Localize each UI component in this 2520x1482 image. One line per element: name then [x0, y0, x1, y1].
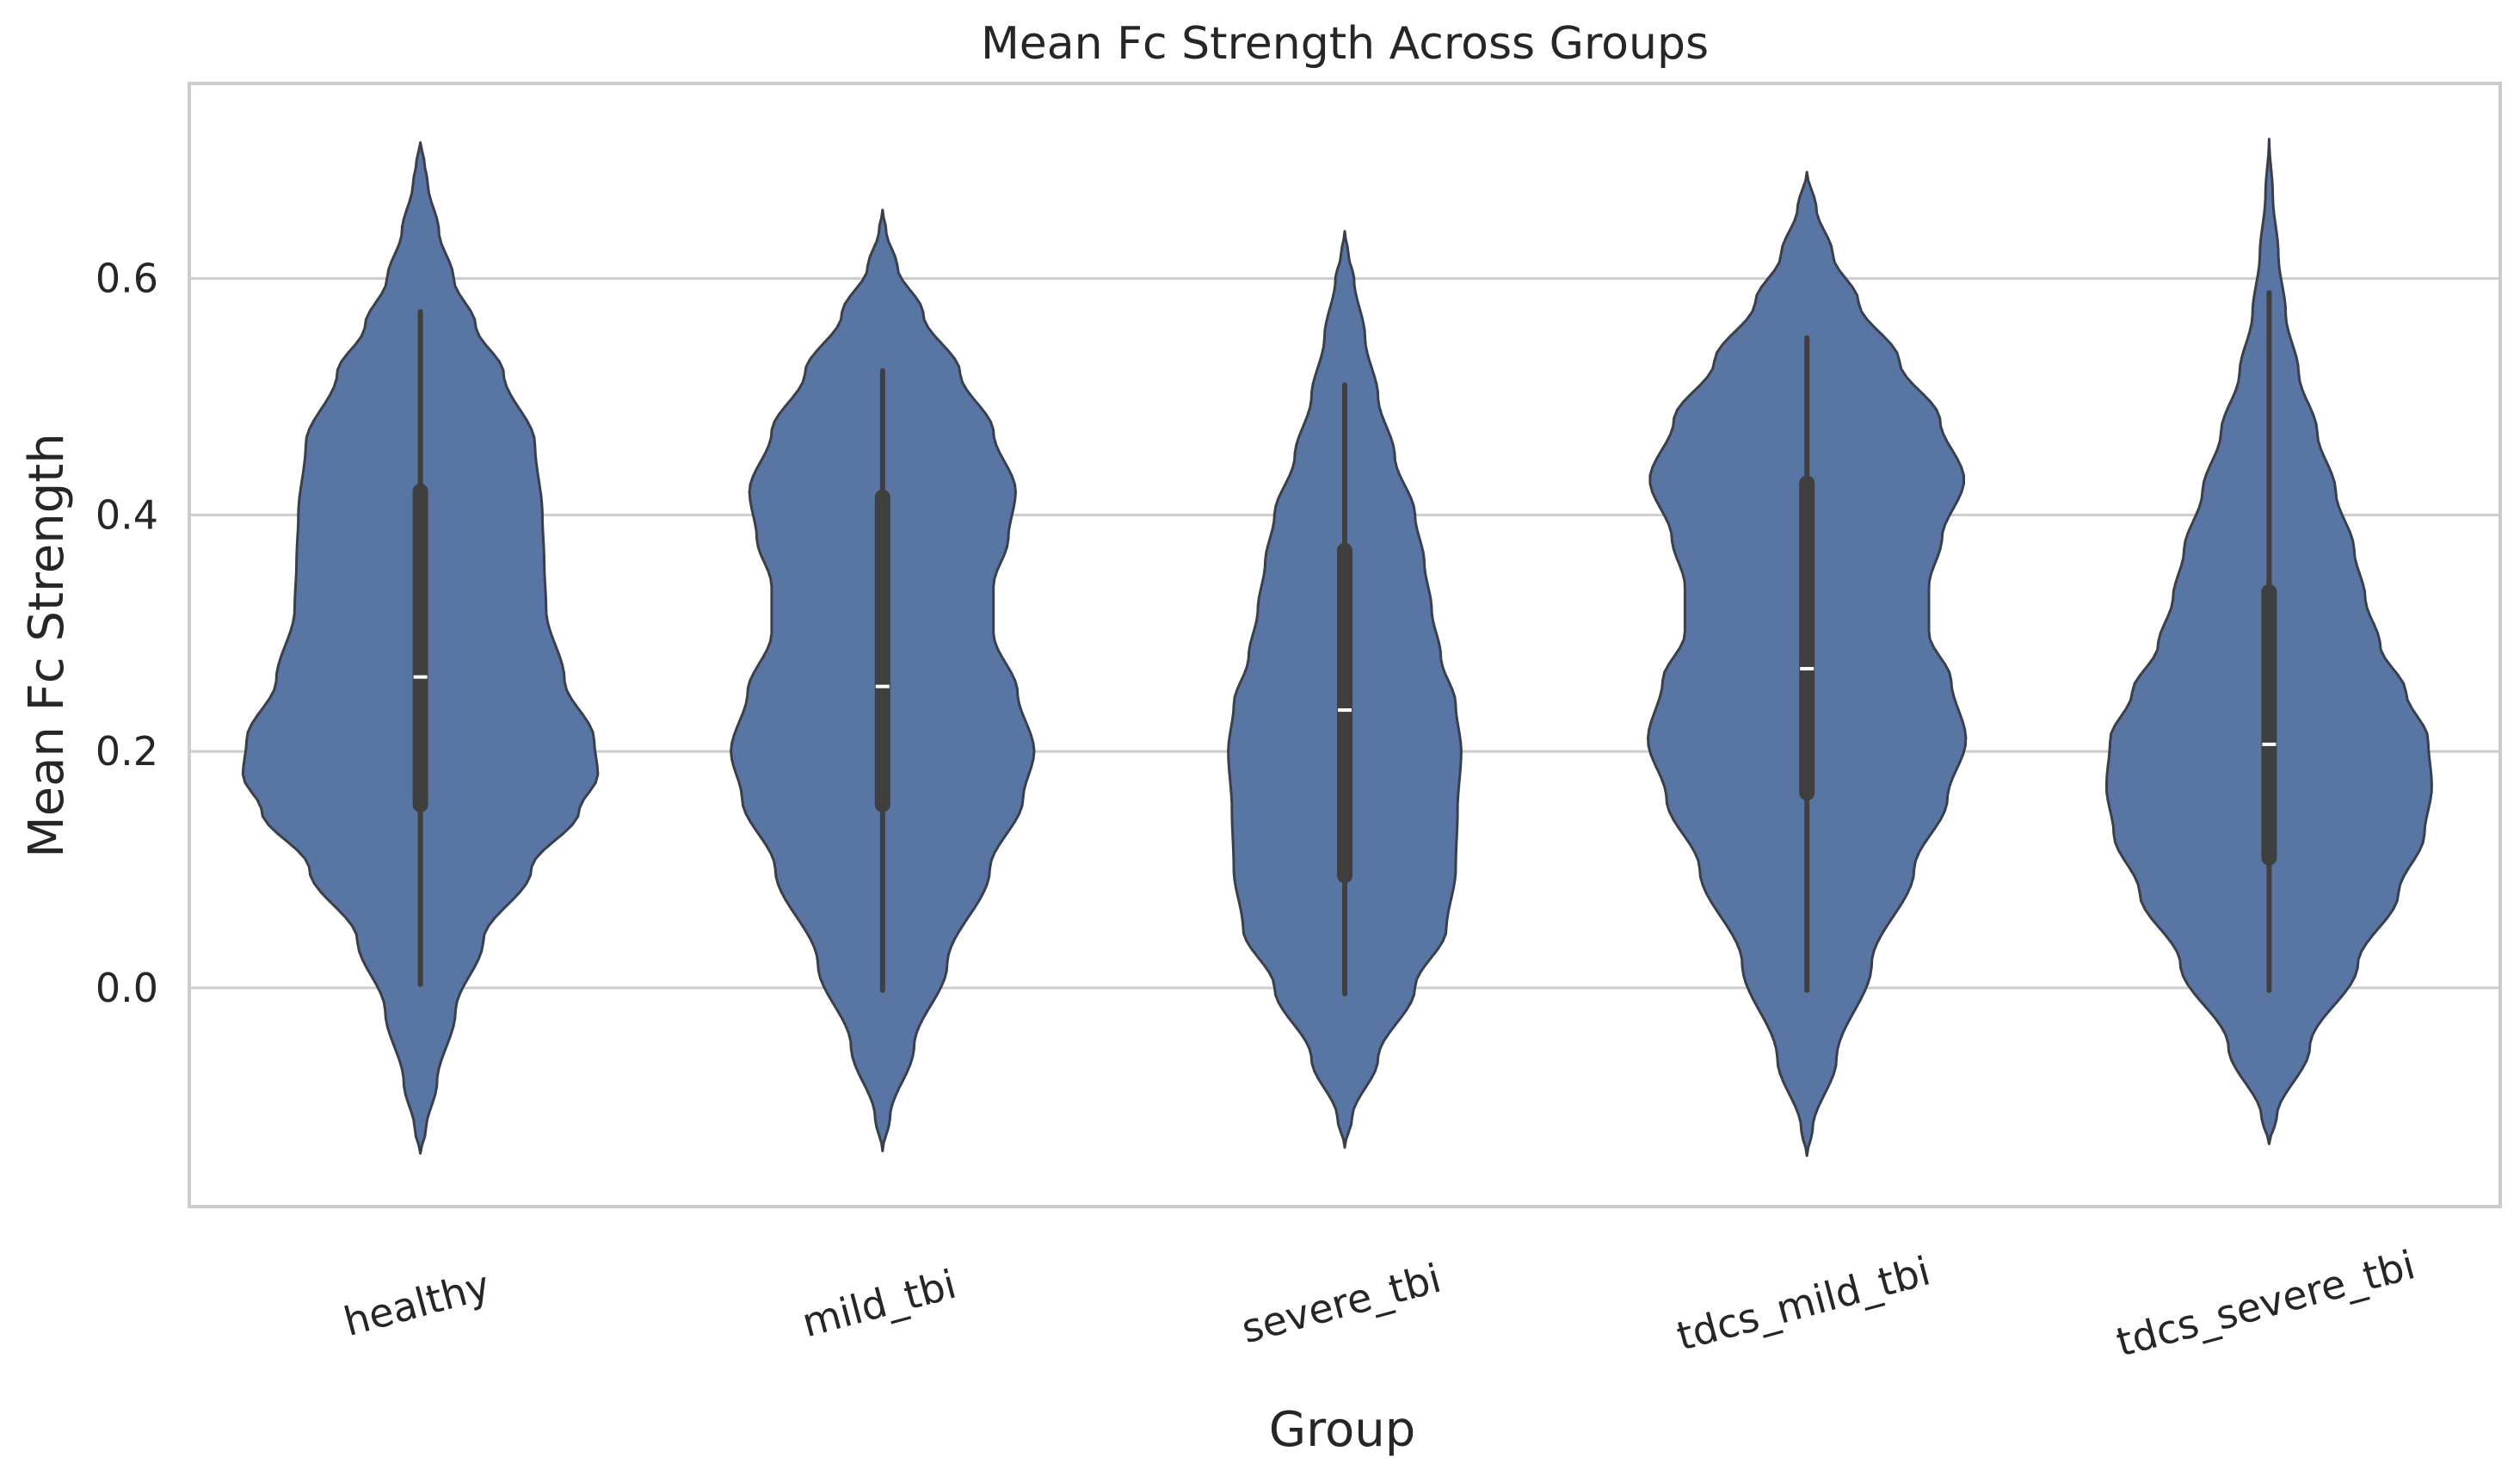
y-tick-labels: 0.0 0.2 0.4 0.6: [96, 256, 158, 1011]
y-tick-label: 0.6: [96, 256, 158, 302]
violin-healthy: [241, 141, 600, 1155]
y-tick-label: 0.4: [96, 491, 158, 538]
plot-frame: [188, 82, 2502, 1208]
y-tick-label: 0.0: [96, 965, 158, 1011]
violins: [241, 138, 2433, 1158]
violin-mild_tbi: [730, 208, 1036, 1152]
y-axis-label: Mean Fc Strength: [19, 433, 75, 857]
violin-tdcs_mild_tbi: [1647, 170, 1968, 1158]
y-tick-label: 0.2: [96, 728, 158, 775]
x-axis-label: Group: [1269, 1402, 1416, 1458]
violin-severe_tbi: [1227, 230, 1463, 1149]
violin-tdcs_severe_tbi: [2104, 138, 2433, 1145]
chart-title: Mean Fc Strength Across Groups: [981, 18, 1709, 70]
